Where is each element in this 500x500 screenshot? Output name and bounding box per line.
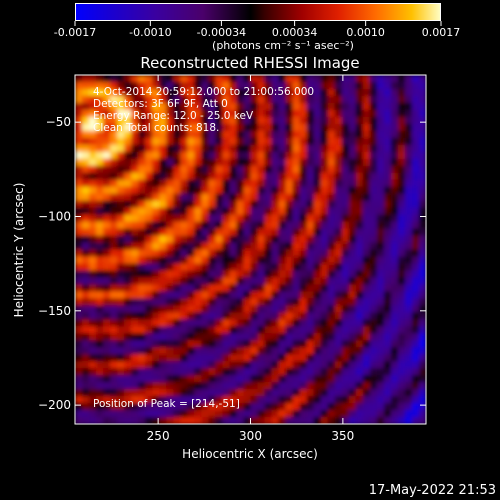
peak-position-annotation: Position of Peak = [214,-51] (93, 398, 240, 410)
colorbar-frame (75, 3, 441, 21)
x-tick-label: 250 (147, 429, 170, 443)
x-tick-label: 350 (331, 429, 354, 443)
colorbar-tick-label: 0.0017 (422, 26, 461, 39)
annotation-line: Clean Total counts: 818. (93, 122, 219, 134)
y-tick-label: −200 (38, 398, 71, 412)
colorbar-ticks: -0.0017 -0.0010 -0.00034 0.00034 0.0010 0.001… (54, 21, 460, 39)
colorbar-tick-label: -0.0017 (54, 26, 96, 39)
colorbar-tick-label: 0.00034 (272, 26, 318, 39)
colorbar-units-label: (photons cm⁻² s⁻¹ asec⁻²) (212, 39, 354, 52)
y-tick-label: −100 (38, 209, 71, 223)
annotation-line: 4-Oct-2014 20:59:12.000 to 21:00:56.000 (93, 86, 314, 98)
colorbar-tick-label: -0.00034 (197, 26, 246, 39)
colorbar-tick-label: 0.0010 (346, 26, 385, 39)
y-tick-label: −50 (46, 115, 71, 129)
footer-date: 17-May-2022 21:53 (369, 483, 496, 498)
colorbar-gradient (75, 3, 441, 21)
x-axis-label: Heliocentric X (arcsec) (182, 447, 318, 461)
annotation-line: Detectors: 3F 6F 9F, Att 0 (93, 98, 228, 110)
plot-annotations: 4-Oct-2014 20:59:12.000 to 21:00:56.000D… (93, 86, 314, 410)
annotation-line: Energy Range: 12.0 - 25.0 keV (93, 110, 254, 122)
x-tick-label: 300 (239, 429, 262, 443)
chart-title: Reconstructed RHESSI Image (140, 54, 359, 72)
colorbar (75, 3, 441, 21)
y-tick-label: −150 (38, 304, 71, 318)
colorbar-tick-label: -0.0010 (129, 26, 171, 39)
axes: 250 300 350 −50 −100 −150 −200 (38, 75, 426, 443)
y-axis-label: Heliocentric Y (arcsec) (12, 183, 26, 318)
heatmap-image (75, 75, 426, 424)
